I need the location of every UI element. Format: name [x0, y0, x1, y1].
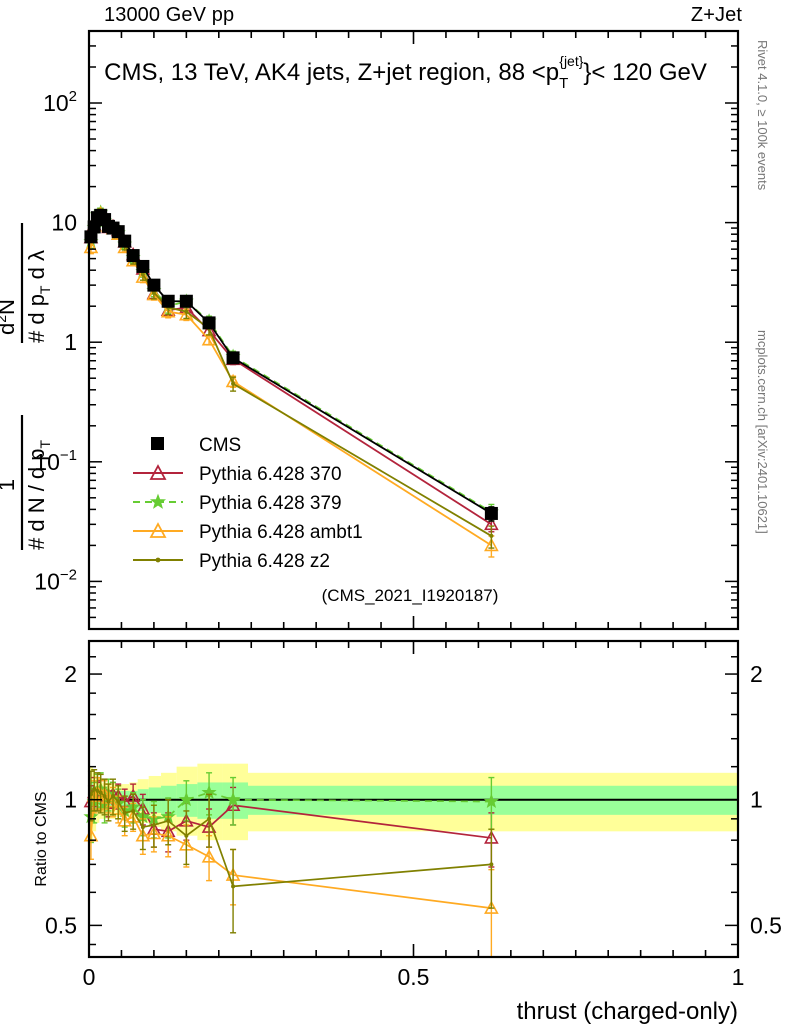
marker-dot	[140, 825, 145, 830]
main-panel-frame	[87, 29, 740, 631]
marker-dot	[102, 794, 107, 799]
x-axis-title-group: thrust (charged-only)	[517, 998, 738, 1024]
marker-triangle	[160, 304, 176, 318]
marker-dot	[140, 272, 145, 277]
main-y-ticks	[89, 30, 738, 630]
legend-marker-triangle	[149, 522, 167, 538]
marker-dot	[95, 788, 100, 793]
y-tick-label: 102	[43, 88, 77, 116]
main-y-tick-labels: 102 10 1 10−1 10−2	[34, 88, 77, 594]
ratio-y-tick-label-right: 1	[750, 787, 763, 813]
marker-square	[126, 249, 140, 263]
legend-label: Pythia 6.428 379	[199, 493, 342, 514]
marker-star	[225, 791, 241, 807]
ratio-y-tick-label-right: 0.5	[750, 912, 782, 938]
mcplots-source-note: mcplots.cern.ch [arXiv:2401.10621]	[755, 330, 770, 534]
marker-dot	[184, 833, 189, 838]
ratio-series-pythia-6-428-z2	[87, 769, 495, 934]
x-tick-label: 0.5	[398, 964, 430, 990]
y-tick-label: 10−1	[34, 447, 77, 475]
header-right-label: Z+Jet	[690, 4, 742, 26]
marker-square	[226, 351, 240, 365]
legend-item-4[interactable]: Pythia 6.428 z2	[133, 551, 330, 572]
marker-triangle	[484, 537, 499, 552]
ratio-axis-label-group: Ratio to CMS	[33, 791, 50, 886]
x-tick-label: 1	[732, 964, 745, 990]
marker-square	[179, 294, 193, 308]
ratio-y-tick-label: 1	[64, 787, 77, 813]
marker-square	[161, 294, 175, 308]
marker-dot	[231, 381, 236, 386]
marker-square	[147, 278, 161, 292]
x-axis-title: thrust (charged-only)	[517, 998, 738, 1024]
marker-dot	[489, 862, 494, 867]
legend-item-1[interactable]: Pythia 6.428 370	[133, 464, 342, 485]
marker-dot	[207, 816, 212, 821]
marker-square	[202, 316, 216, 330]
ratio-y-tick-label: 2	[64, 661, 77, 687]
y-label-prefix-den: # d N / d pT	[24, 439, 53, 550]
legend-label: CMS	[199, 435, 241, 456]
legend-label: Pythia 6.428 370	[199, 464, 342, 485]
legend-swatch-square	[151, 437, 164, 450]
marker-dot	[231, 884, 236, 889]
marker-square	[484, 506, 498, 520]
x-tick-labels: 0 0.5 1	[83, 964, 745, 990]
marker-dot	[98, 790, 103, 795]
legend-marker-dot	[155, 557, 161, 563]
y-axis-label-rot: 1 # d N / d pT d2N # d pT d λ	[0, 223, 53, 550]
marker-dot	[151, 822, 156, 827]
header-left-label: 13000 GeV pp	[104, 4, 235, 26]
legend-item-2[interactable]: Pythia 6.428 379	[133, 493, 342, 514]
legend-item-3[interactable]: Pythia 6.428 ambt1	[133, 522, 363, 543]
ratio-y-tick-labels: 2 2 1 1 0.5 0.5	[45, 661, 782, 938]
legend-marker-triangle	[149, 464, 167, 480]
y-label-num: d2N	[0, 299, 19, 335]
marker-triangle	[201, 332, 217, 346]
y-tick-label: 10−2	[34, 566, 77, 594]
rivet-version-note: Rivet 4.1.0, ≥ 100k events	[755, 40, 770, 191]
ratio-y-ticks	[89, 656, 738, 946]
marker-star	[483, 793, 499, 808]
legend-item-0[interactable]: CMS	[151, 435, 241, 456]
x-tick-label: 0	[83, 964, 96, 990]
marker-triangle	[135, 269, 151, 283]
ratio-axis-label: Ratio to CMS	[33, 791, 50, 886]
legend-label: Pythia 6.428 ambt1	[199, 522, 363, 543]
y-tick-label: 10	[51, 210, 77, 236]
plot-title-group: CMS, 13 TeV, AK4 jets, Z+jet region, 88 …	[104, 53, 707, 92]
plot-title: CMS, 13 TeV, AK4 jets, Z+jet region, 88 …	[104, 53, 707, 92]
watermark-label: (CMS_2021_I1920187)	[322, 586, 499, 605]
marker-dot	[489, 533, 494, 538]
y-label-den: # d pT d λ	[24, 250, 53, 343]
y-label-prefix-num: 1	[0, 479, 19, 491]
ratio-y-tick-label: 0.5	[45, 912, 77, 938]
marker-triangle	[201, 849, 217, 863]
marker-dot	[166, 818, 171, 823]
y-tick-label: 1	[64, 329, 77, 355]
series-line	[90, 212, 492, 537]
ratio-uncertainty-bands	[89, 763, 738, 841]
legend-marker-star	[149, 493, 167, 509]
ratio-y-tick-label-right: 2	[750, 661, 763, 687]
marker-dot	[111, 794, 116, 799]
marker-dot	[131, 808, 136, 813]
marker-dot	[184, 309, 189, 314]
marker-star	[178, 791, 194, 807]
legend: CMS Pythia 6.428 370 Pythia 6.428 379 Pythi…	[133, 435, 363, 572]
marker-dot	[92, 787, 97, 792]
legend-label: Pythia 6.428 z2	[199, 551, 330, 572]
marker-square	[118, 234, 132, 248]
y-axis-label-group: 1 # d N / d pT d2N # d pT d λ	[0, 223, 53, 550]
marker-square	[136, 259, 150, 273]
marker-dot	[116, 799, 121, 804]
watermark-group: (CMS_2021_I1920187)	[322, 586, 499, 605]
panel-border	[87, 29, 740, 631]
marker-dot	[122, 810, 127, 815]
marker-dot	[106, 799, 111, 804]
